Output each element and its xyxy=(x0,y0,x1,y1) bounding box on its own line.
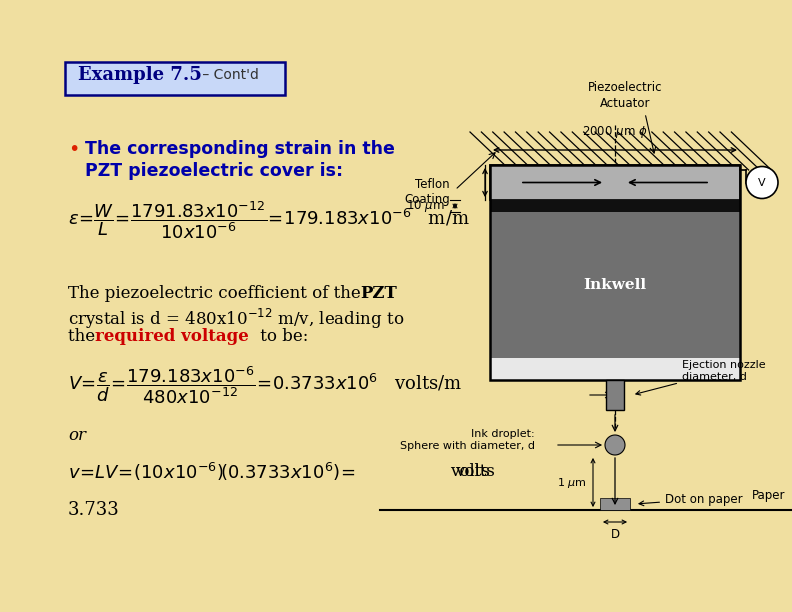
Text: $V\!=\!\dfrac{\varepsilon}{d}\!=\!\dfrac{179.183x10^{-6}}{480x10^{-12}}\!=\!0.37: $V\!=\!\dfrac{\varepsilon}{d}\!=\!\dfrac… xyxy=(68,364,463,406)
Text: Example 7.5: Example 7.5 xyxy=(78,66,202,84)
Text: Teflon
Coating: Teflon Coating xyxy=(404,177,450,206)
Text: Ejection nozzle
diameter, d: Ejection nozzle diameter, d xyxy=(636,360,766,395)
Bar xyxy=(490,200,740,212)
Text: – Cont'd: – Cont'd xyxy=(198,68,259,82)
Text: crystal is d = 480x10$^{-12}$ m/v, leading to: crystal is d = 480x10$^{-12}$ m/v, leadi… xyxy=(68,307,405,331)
Text: PZT piezoelectric cover is:: PZT piezoelectric cover is: xyxy=(85,162,343,180)
Bar xyxy=(490,137,740,165)
Text: 3.733: 3.733 xyxy=(68,501,120,519)
Bar xyxy=(490,165,740,380)
Text: V: V xyxy=(758,177,766,187)
Text: volts: volts xyxy=(455,463,495,480)
Text: •: • xyxy=(68,140,79,159)
Text: PZT: PZT xyxy=(360,285,397,302)
Text: the: the xyxy=(68,328,101,345)
Text: $v\!=\!LV\!=\!\left(10x10^{-6}\right)\!\left(0.3733x10^{6}\right)\!=$: $v\!=\!LV\!=\!\left(10x10^{-6}\right)\!\… xyxy=(68,461,356,483)
Text: Ink droplet:
Sphere with diameter, d: Ink droplet: Sphere with diameter, d xyxy=(400,429,535,451)
Text: required voltage: required voltage xyxy=(95,328,249,345)
Text: to be:: to be: xyxy=(255,328,308,345)
Text: D: D xyxy=(611,528,619,541)
Bar xyxy=(490,212,740,358)
Bar xyxy=(65,62,285,95)
Circle shape xyxy=(746,166,778,198)
Text: Inkwell: Inkwell xyxy=(584,278,646,292)
Text: The piezoelectric coefficient of the: The piezoelectric coefficient of the xyxy=(68,285,366,302)
Bar xyxy=(600,498,630,510)
Text: volts: volts xyxy=(450,463,490,480)
Text: $\varepsilon\!=\!\dfrac{W}{L}\!=\!\dfrac{1791.83x10^{-12}}{10x10^{-6}}\!=\!179.1: $\varepsilon\!=\!\dfrac{W}{L}\!=\!\dfrac… xyxy=(68,199,470,241)
Text: Piezoelectric
Actuator: Piezoelectric Actuator xyxy=(588,81,662,110)
Text: or: or xyxy=(68,427,86,444)
Text: Dot on paper: Dot on paper xyxy=(639,493,743,506)
Bar xyxy=(490,165,740,200)
Bar xyxy=(490,358,740,380)
Circle shape xyxy=(605,435,625,455)
Text: 2000 $\mu$m $\phi$: 2000 $\mu$m $\phi$ xyxy=(582,124,648,140)
Text: Paper: Paper xyxy=(752,489,785,502)
Text: 10 $\mu$m: 10 $\mu$m xyxy=(406,198,445,214)
Bar xyxy=(606,380,624,410)
Text: The corresponding strain in the: The corresponding strain in the xyxy=(85,140,395,158)
Text: 1 $\mu$m: 1 $\mu$m xyxy=(558,476,587,490)
